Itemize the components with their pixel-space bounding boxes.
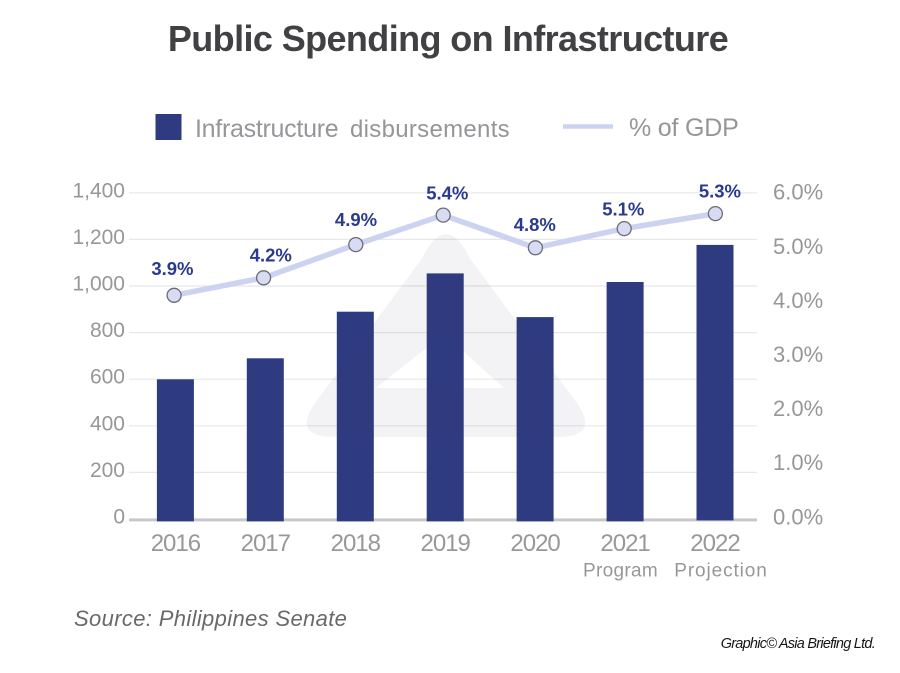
svg-text:disbursements: disbursements [350,116,510,143]
svg-text:2020: 2020 [510,530,560,557]
svg-text:0.0%: 0.0% [773,504,823,529]
svg-text:2021: 2021 [600,530,650,557]
svg-text:2018: 2018 [331,530,381,557]
svg-text:4.9%: 4.9% [335,209,377,230]
svg-text:800: 800 [90,319,125,342]
svg-text:Source: Philippines Senate: Source: Philippines Senate [74,606,347,631]
svg-text:5.1%: 5.1% [602,199,644,220]
svg-text:Projection: Projection [674,561,768,582]
svg-text:600: 600 [90,366,125,389]
svg-text:3.9%: 3.9% [151,258,193,279]
svg-text:5.4%: 5.4% [426,183,468,204]
svg-text:2022: 2022 [690,530,740,557]
svg-text:4.2%: 4.2% [250,244,292,265]
svg-text:5.0%: 5.0% [773,234,823,259]
svg-text:400: 400 [90,412,125,435]
svg-text:4.0%: 4.0% [773,288,823,313]
svg-text:2016: 2016 [151,530,201,557]
svg-text:2019: 2019 [421,530,471,557]
svg-text:6.0%: 6.0% [773,180,823,205]
svg-text:% of GDP: % of GDP [629,114,739,142]
svg-text:Graphic© Asia Briefing Ltd.: Graphic© Asia Briefing Ltd. [721,636,875,652]
svg-text:Program: Program [583,561,658,582]
svg-text:4.8%: 4.8% [514,214,556,235]
svg-text:Infrastructure: Infrastructure [195,115,338,143]
svg-text:2.0%: 2.0% [773,396,823,421]
svg-text:200: 200 [90,459,125,482]
svg-text:2017: 2017 [241,530,291,557]
svg-text:3.0%: 3.0% [773,342,823,367]
svg-text:Public Spending on Infrastruct: Public Spending on Infrastructure [168,18,728,59]
svg-text:1,000: 1,000 [72,273,125,296]
svg-text:5.3%: 5.3% [699,181,741,202]
svg-text:1.0%: 1.0% [773,450,823,475]
svg-text:1,400: 1,400 [72,179,125,202]
svg-text:0: 0 [113,506,125,529]
svg-text:1,200: 1,200 [72,226,125,249]
